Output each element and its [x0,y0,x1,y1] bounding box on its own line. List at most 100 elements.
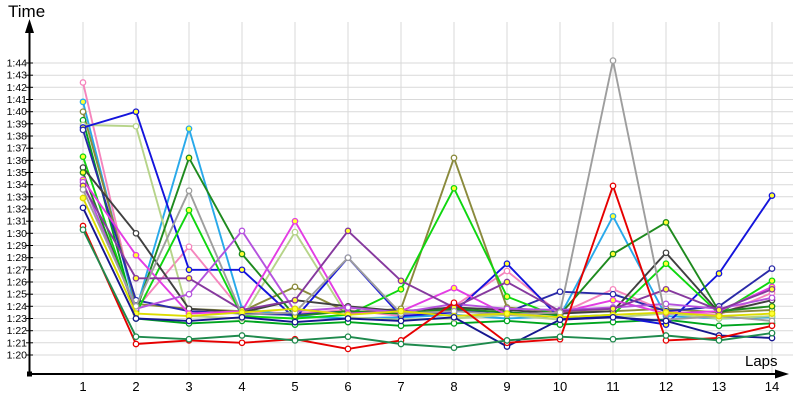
data-point [185,206,193,214]
data-point [291,217,299,225]
data-point [185,187,193,195]
x-tick-label: 14 [765,379,779,394]
data-point [238,313,246,321]
data-point [715,306,723,314]
data-point [768,329,776,337]
data-point [132,108,140,116]
y-tick-label: 1:26 [7,277,28,289]
data-point [503,267,511,275]
data-point [450,154,458,162]
data-point [609,57,617,64]
y-axis-title: Time [8,2,46,21]
data-point [79,194,87,202]
data-point [503,293,511,300]
data-point [609,182,617,190]
y-axis-arrow-icon [25,19,34,33]
data-point [609,313,617,321]
data-point [556,316,564,324]
x-tick-label: 5 [291,379,298,394]
data-point [238,339,246,347]
x-tick-label: 7 [397,379,404,394]
y-tick-label: 1:37 [7,143,28,155]
y-tick-label: 1:44 [7,58,28,70]
y-tick-label: 1:33 [7,191,28,203]
data-point [503,317,511,325]
data-point [132,333,140,341]
x-tick-label: 13 [712,379,726,394]
data-point [715,322,723,330]
y-tick-label: 1:34 [7,179,28,191]
data-point [79,153,87,161]
y-tick-label: 1:42 [7,82,28,94]
series-seagreen [79,226,776,352]
data-point [185,266,193,274]
data-point [397,317,405,325]
x-tick-label: 4 [238,379,245,394]
y-axis-ticks: 1:201:211:221:231:241:251:261:271:281:29… [7,58,33,362]
series-navy [79,126,776,319]
data-point [344,227,352,235]
data-point [238,266,246,274]
series-deepskyblue [79,98,776,322]
data-point [132,315,140,322]
x-axis-arrow-icon [775,369,789,379]
data-point [450,313,458,321]
y-tick-label: 1:21 [7,337,28,349]
data-point [185,317,193,325]
y-tick-label: 1:29 [7,240,28,252]
data-point [291,283,299,291]
data-point [132,340,140,348]
data-point [238,332,246,339]
y-tick-label: 1:39 [7,118,28,130]
series-darkblue [79,204,776,350]
data-point [715,270,723,277]
data-point [79,186,87,193]
data-point [715,337,723,344]
x-tick-label: 9 [503,379,510,394]
x-axis-title: Laps [745,353,778,370]
data-point [609,305,617,313]
data-point [503,260,511,268]
data-point [768,322,776,330]
x-tick-label: 11 [606,379,620,394]
y-tick-label: 1:36 [7,155,28,167]
y-tick-label: 1:32 [7,204,28,216]
data-point [344,304,352,311]
y-tick-label: 1:24 [7,301,28,313]
data-point [344,333,352,341]
data-point [132,274,140,282]
y-tick-label: 1:30 [7,228,28,240]
y-tick-label: 1:40 [7,106,28,118]
x-tick-label: 8 [450,379,457,394]
data-point [768,302,776,310]
data-point [662,285,670,293]
data-point [768,277,776,285]
data-point [662,309,670,316]
data-point [291,228,299,236]
data-point [238,227,246,235]
data-point [397,285,405,293]
data-point [132,229,140,237]
data-point [79,226,87,234]
data-point [291,337,299,344]
data-point [556,333,564,341]
data-point [609,212,617,220]
data-point [397,307,405,315]
data-point [609,250,617,258]
series-gray [79,57,776,325]
y-tick-label: 1:35 [7,167,28,179]
axes [25,19,789,379]
x-tick-label: 2 [132,379,139,394]
data-point [79,79,87,86]
data-point [79,169,87,176]
data-point [768,265,776,272]
y-tick-label: 1:38 [7,131,28,143]
data-point [185,290,193,298]
series-olive [79,108,776,316]
data-point [185,335,193,343]
y-tick-label: 1:27 [7,264,28,276]
data-point [185,243,193,251]
data-point [397,340,405,348]
data-point [768,294,776,302]
